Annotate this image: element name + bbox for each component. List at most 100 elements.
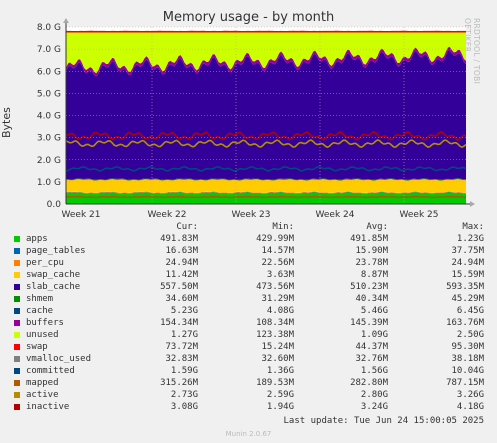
legend-min: 1.94G xyxy=(266,402,294,412)
legend-avg: 510.23M xyxy=(350,282,388,292)
legend-row-committed: committed 1.59G 1.36G 1.56G 10.04G xyxy=(0,365,497,377)
legend-max: 2.50G xyxy=(456,330,484,340)
legend-row-buffers: buffers 154.34M 108.34M 145.39M 163.76M xyxy=(0,317,497,329)
y-tick-label: 0.0 xyxy=(47,200,62,210)
header-max: Max: xyxy=(462,222,484,232)
legend-row-cache: cache 5.23G 4.08G 5.46G 6.45G xyxy=(0,305,497,317)
legend-row-apps: apps 491.83M 429.99M 491.85M 1.23G xyxy=(0,233,497,245)
legend-swatch xyxy=(14,308,20,314)
memory-chart: 0.0 1.0 G 2.0 G 3.0 G 4.0 G 5.0 G 6.0 G 7.0 G 8.… xyxy=(37,18,475,220)
legend-max: 787.15M xyxy=(446,378,484,388)
legend-avg: 8.87M xyxy=(360,270,388,280)
legend-swatch xyxy=(14,248,20,254)
legend-avg: 3.24G xyxy=(360,402,388,412)
legend-row-shmem: shmem 34.60M 31.29M 40.34M 45.29M xyxy=(0,293,497,305)
legend-row-vmalloc-used: vmalloc_used 32.83M 32.60M 32.76M 38.18M xyxy=(0,353,497,365)
legend-series-name: unused xyxy=(26,330,59,340)
legend-cur: 154.34M xyxy=(160,318,198,328)
legend-row-swap-cache: swap_cache 11.42M 3.63M 8.87M 15.59M xyxy=(0,269,497,281)
legend-series-name: cache xyxy=(26,306,54,316)
legend-cur: 73.72M xyxy=(165,342,198,352)
legend-cur: 34.60M xyxy=(165,294,198,304)
legend-min: 429.99M xyxy=(256,234,294,244)
legend-avg: 44.37M xyxy=(355,342,388,352)
legend-row-active: active 2.73G 2.59G 2.80G 3.26G xyxy=(0,389,497,401)
legend-series-name: active xyxy=(26,390,59,400)
legend-max: 3.26G xyxy=(456,390,484,400)
legend-row-swap: swap 73.72M 15.24M 44.37M 95.30M xyxy=(0,341,497,353)
legend: Cur: Min: Avg: Max: apps 491.83M 429.99M 49… xyxy=(0,221,497,413)
area-buffers xyxy=(66,47,466,77)
legend-cur: 1.59G xyxy=(170,366,198,376)
legend-swatch xyxy=(14,404,20,410)
legend-series-name: swap xyxy=(26,342,48,352)
x-tick-label: Week 25 xyxy=(400,210,439,220)
y-tick-label: 1.0 G xyxy=(37,178,61,188)
legend-row-slab-cache: slab_cache 557.50M 473.56M 510.23M 593.35M xyxy=(0,281,497,293)
legend-swatch xyxy=(14,272,20,278)
legend-series-name: page_tables xyxy=(26,246,86,256)
legend-max: 163.76M xyxy=(446,318,484,328)
legend-avg: 23.78M xyxy=(355,258,388,268)
legend-min: 15.24M xyxy=(261,342,294,352)
legend-avg: 5.46G xyxy=(360,306,388,316)
legend-swatch xyxy=(14,368,20,374)
legend-series-name: shmem xyxy=(26,294,54,304)
munin-version: Munin 2.0.67 xyxy=(225,430,272,438)
legend-max: 95.30M xyxy=(451,342,484,352)
area-per-cpu xyxy=(66,191,466,194)
legend-avg: 40.34M xyxy=(355,294,388,304)
legend-min: 189.53M xyxy=(256,378,294,388)
legend-min: 123.38M xyxy=(256,330,294,340)
legend-cur: 16.63M xyxy=(165,246,198,256)
legend-max: 10.04G xyxy=(451,366,484,376)
legend-cur: 32.83M xyxy=(165,354,198,364)
legend-min: 31.29M xyxy=(261,294,294,304)
legend-cur: 3.08G xyxy=(170,402,198,412)
legend-min: 108.34M xyxy=(256,318,294,328)
legend-max: 6.45G xyxy=(456,306,484,316)
legend-avg: 1.09G xyxy=(360,330,388,340)
area-unused xyxy=(66,32,466,74)
legend-header: Cur: Min: Avg: Max: xyxy=(0,221,497,233)
legend-cur: 491.83M xyxy=(160,234,198,244)
legend-swatch xyxy=(14,332,20,338)
legend-series-name: per_cpu xyxy=(26,258,64,268)
y-tick-label: 7.0 G xyxy=(37,45,61,55)
legend-swatch xyxy=(14,344,20,350)
legend-series-name: apps xyxy=(26,234,48,244)
legend-avg: 491.85M xyxy=(350,234,388,244)
legend-max: 24.94M xyxy=(451,258,484,268)
legend-min: 22.56M xyxy=(261,258,294,268)
area-swap-cache xyxy=(66,191,466,194)
legend-cur: 557.50M xyxy=(160,282,198,292)
legend-min: 1.36G xyxy=(266,366,294,376)
line-committed xyxy=(65,165,467,172)
x-tick-label: Week 24 xyxy=(316,210,355,220)
legend-max: 45.29M xyxy=(451,294,484,304)
legend-avg: 145.39M xyxy=(350,318,388,328)
legend-swatch xyxy=(14,356,20,362)
legend-max: 37.75M xyxy=(451,246,484,256)
legend-min: 3.63M xyxy=(266,270,294,280)
legend-swatch xyxy=(14,296,20,302)
legend-cur: 315.26M xyxy=(160,378,198,388)
legend-cur: 24.94M xyxy=(165,258,198,268)
legend-series-name: swap_cache xyxy=(26,270,81,280)
legend-cur: 2.73G xyxy=(170,390,198,400)
x-tick-label: Week 21 xyxy=(62,210,101,220)
legend-max: 593.35M xyxy=(446,282,484,292)
y-tick-label: 6.0 G xyxy=(37,67,61,77)
area-slab-cache xyxy=(66,179,466,193)
legend-max: 1.23G xyxy=(456,234,484,244)
legend-row-page-tables: page_tables 16.63M 14.57M 15.90M 37.75M xyxy=(0,245,497,257)
legend-series-name: committed xyxy=(26,366,75,376)
legend-row-per-cpu: per_cpu 24.94M 22.56M 23.78M 24.94M xyxy=(0,257,497,269)
legend-max: 38.18M xyxy=(451,354,484,364)
rrdtool-watermark: RRDTOOL / TOBI OETIKER xyxy=(463,18,481,85)
last-update: Last update: Tue Jun 24 15:00:05 2025 xyxy=(283,416,484,426)
legend-series-name: inactive xyxy=(26,402,70,412)
legend-avg: 282.80M xyxy=(350,378,388,388)
x-axis-arrow xyxy=(470,201,475,207)
area-cache xyxy=(66,50,466,180)
